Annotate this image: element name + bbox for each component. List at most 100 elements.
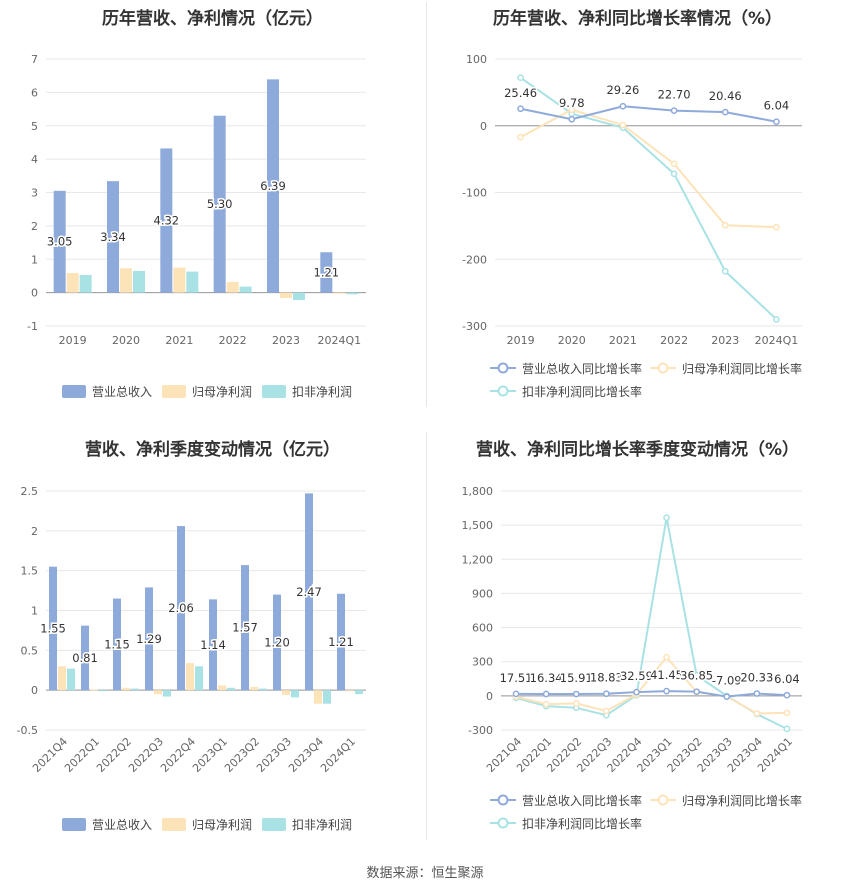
- bar: [49, 566, 57, 691]
- legend-label: 归母净利润同比增长率: [682, 361, 802, 376]
- data-point: [572, 690, 580, 698]
- bar: [131, 688, 139, 691]
- data-point: [663, 514, 670, 522]
- y-tick-label: 0: [486, 690, 493, 703]
- quarterly-revenue-profit-panel: 营收、净利季度变动情况（亿元） -0.5 0 0.5 1 1.5 2 2.5 2021Q4 20…: [0, 428, 425, 848]
- data-label: 1.21: [314, 265, 340, 279]
- x-tick-label: 2023: [272, 334, 300, 347]
- y-tick-label: 1,500: [462, 519, 494, 532]
- data-point: [603, 690, 610, 698]
- data-label: 1.14: [200, 638, 226, 652]
- quarterly-revenue-profit-chart: -0.500.511.522.52021Q42022Q12022Q22022Q3…: [17, 485, 366, 832]
- data-label: 6.39: [260, 179, 286, 193]
- legend-label: 营业总收入: [92, 818, 152, 832]
- bar: [160, 148, 173, 293]
- legend-marker: [657, 362, 669, 374]
- chart-title: 历年营收、净利同比增长率情况（%）: [492, 9, 783, 29]
- data-point: [783, 709, 791, 717]
- data-point: [773, 118, 780, 126]
- data-point: [568, 106, 576, 114]
- bar: [113, 598, 121, 691]
- bar: [209, 599, 217, 691]
- data-label: 22.70: [658, 88, 691, 102]
- data-point: [542, 690, 550, 698]
- bar: [293, 292, 305, 300]
- data-point: [619, 121, 627, 129]
- y-tick-label: 1,200: [462, 553, 494, 566]
- data-label: 2.47: [296, 585, 322, 599]
- data-point: [670, 107, 678, 114]
- y-tick-label: 5: [31, 120, 38, 133]
- y-tick-label: -200: [462, 253, 487, 266]
- y-tick-label: 0: [31, 287, 38, 300]
- legend-label: 扣非净利润同比增长率: [522, 384, 642, 399]
- vertical-divider: [426, 2, 427, 407]
- bar: [90, 689, 98, 691]
- bar: [79, 274, 92, 293]
- bar: [239, 286, 252, 293]
- data-label: 41.45: [650, 668, 683, 682]
- data-label: 4.32: [154, 214, 180, 228]
- data-label: 1.55: [40, 621, 66, 635]
- data-label: 36.85: [680, 669, 713, 683]
- y-tick-label: -300: [462, 320, 487, 333]
- series-line: [520, 108, 777, 229]
- data-point: [723, 693, 731, 701]
- data-source-footer: 数据来源：恒生聚源: [366, 866, 484, 881]
- y-tick-label: 3: [31, 187, 38, 200]
- bar: [267, 79, 279, 293]
- data-label: 0.81: [72, 651, 98, 665]
- data-label: 32.59: [620, 669, 653, 683]
- bar: [154, 690, 162, 695]
- quarterly-growth-rate-panel: 营收、净利同比增长率季度变动情况（%） -300 0 300 600 900 1,200 1…: [425, 428, 850, 848]
- bar: [320, 252, 333, 293]
- legend-marker: [497, 362, 509, 374]
- data-point: [753, 710, 761, 717]
- series-line: [520, 105, 777, 123]
- data-point: [721, 267, 729, 275]
- bar: [259, 688, 267, 691]
- x-tick-label: 2022: [660, 334, 688, 347]
- legend-swatch: [62, 385, 86, 398]
- x-tick-label: 2022: [219, 334, 247, 347]
- series-line: [516, 690, 788, 698]
- chart-title: 营收、净利同比增长率季度变动情况（%）: [475, 440, 800, 460]
- bar: [333, 292, 346, 294]
- bar: [186, 663, 194, 691]
- bar: [273, 594, 281, 691]
- data-point: [542, 700, 550, 708]
- bar: [53, 190, 66, 293]
- y-tick-label: 1,800: [462, 485, 494, 498]
- data-label: 3.05: [47, 235, 73, 249]
- data-label: 15.91: [560, 671, 593, 685]
- y-tick-label: 1.5: [21, 565, 39, 578]
- bar: [163, 690, 171, 697]
- bar: [346, 292, 359, 295]
- data-label: 20.33: [740, 671, 773, 685]
- y-tick-label: 2.5: [21, 485, 39, 498]
- bar: [337, 593, 345, 691]
- y-tick-label: 100: [466, 53, 487, 66]
- bar: [195, 666, 203, 691]
- bar: [213, 115, 226, 293]
- bar: [314, 690, 322, 704]
- y-tick-label: 300: [472, 656, 493, 669]
- bar: [323, 690, 331, 704]
- data-label: 18.83: [590, 671, 623, 685]
- x-tick-label: 2021: [165, 334, 193, 347]
- legend-marker: [497, 817, 509, 829]
- legend-marker: [497, 794, 509, 806]
- quarterly-growth-rate-chart: -30003006009001,2001,5001,8002021Q42022Q…: [462, 485, 803, 831]
- x-tick-label: 2019: [59, 334, 87, 347]
- bar: [107, 181, 119, 293]
- x-tick-label: 2024Q1: [318, 334, 362, 347]
- data-label: 16.34: [530, 671, 563, 685]
- data-point: [721, 221, 729, 229]
- y-tick-label: 0.5: [21, 644, 39, 657]
- bar: [120, 268, 132, 293]
- data-label: 1.57: [232, 621, 258, 635]
- y-tick-label: 4: [31, 153, 38, 166]
- data-label: 1.20: [264, 635, 290, 649]
- y-tick-label: 600: [472, 622, 493, 635]
- bar: [81, 625, 89, 691]
